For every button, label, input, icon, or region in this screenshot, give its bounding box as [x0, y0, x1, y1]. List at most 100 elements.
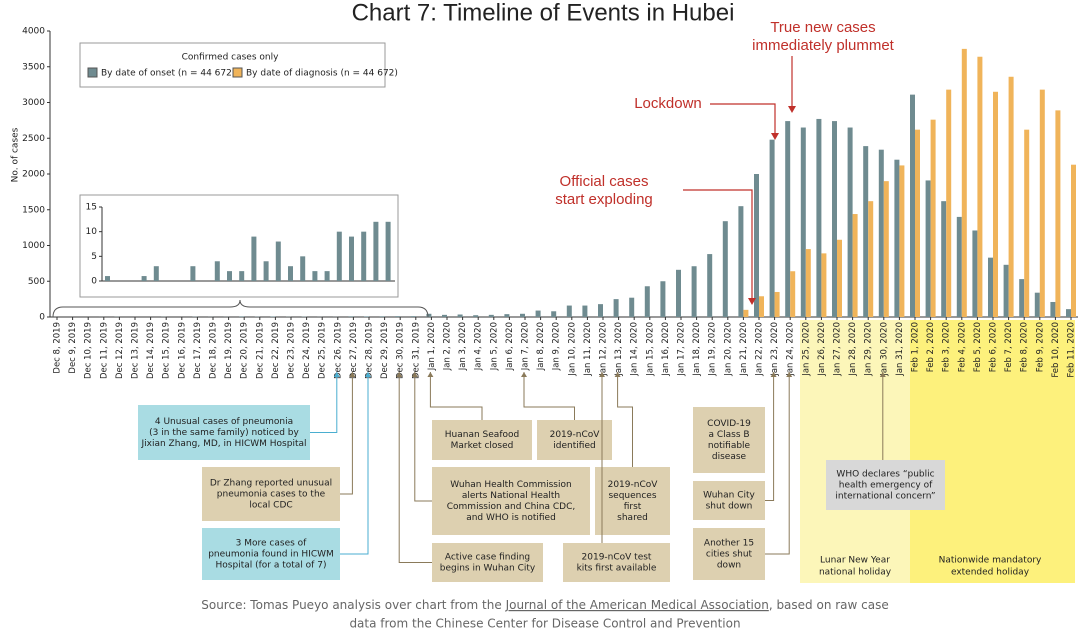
inset-bar [214, 261, 220, 281]
inset-bar [324, 271, 330, 281]
x-tick-label: Dec 13, 2019 [131, 322, 141, 379]
x-tick-label: Dec 10, 2019 [84, 322, 94, 379]
x-tick-label: Jan 25, 2020 [801, 322, 811, 377]
x-tick-label: Jan 26, 2020 [817, 322, 827, 377]
bar [551, 311, 557, 317]
inset-bar [190, 266, 196, 281]
x-tick-label: Feb 1, 2020 [911, 322, 921, 372]
x-tick-label: Dec 29, 2019 [380, 322, 390, 379]
callout: start exploding [555, 191, 653, 208]
arrow-head [771, 133, 779, 140]
inset-bar [153, 266, 159, 281]
bar [660, 281, 666, 317]
event-connector [310, 372, 338, 433]
x-tick-label: Dec 20, 2019 [240, 322, 250, 379]
x-tick-label: Jan 10, 2020 [567, 322, 577, 377]
bar [582, 305, 588, 317]
x-tick-label: Dec 21, 2019 [255, 322, 265, 379]
bar [925, 180, 931, 317]
x-tick-label: Dec 28, 2019 [365, 322, 375, 379]
arrow-head [365, 372, 371, 377]
event-box [432, 543, 543, 582]
period-label: national holiday [819, 568, 892, 578]
x-tick-label: Dec 22, 2019 [271, 322, 281, 379]
x-tick-label: Jan 21, 2020 [739, 322, 749, 377]
event-text: Market closed [451, 441, 514, 451]
event-text: Wuhan Health Commission [450, 480, 571, 490]
bar [956, 216, 962, 317]
inset-bar [251, 236, 257, 281]
inset-y-tick-label: 0 [91, 277, 97, 287]
source-text: Source: Tomas Pueyo analysis over chart … [201, 598, 505, 612]
event-text: (3 in the same family) noticed by [149, 428, 299, 438]
event-box [138, 405, 310, 460]
bar [707, 254, 713, 317]
x-tick-label: Jan 30, 2020 [879, 322, 889, 377]
bar [852, 214, 858, 317]
event-text: Wuhan City [703, 491, 755, 501]
event-connector [429, 372, 483, 420]
event-connector [398, 372, 432, 563]
inset-bar [336, 231, 342, 281]
arrow-head [788, 106, 796, 113]
chart-title: Chart 7: Timeline of Events in Hubei [352, 0, 735, 26]
bar [743, 309, 749, 317]
x-tick-label: Jan 28, 2020 [848, 322, 858, 377]
arrow-head [349, 372, 356, 377]
legend-swatch [232, 67, 243, 78]
x-tick-label: Jan 16, 2020 [661, 322, 671, 377]
x-tick-label: Jan 3, 2020 [458, 322, 468, 371]
event-text: cities shut [706, 550, 753, 560]
event-text: local CDC [249, 501, 292, 511]
x-tick-label: Dec 14, 2019 [146, 322, 156, 379]
event-box [563, 543, 670, 582]
event-box [826, 460, 945, 510]
source-link[interactable]: Journal of the American Medical Associat… [505, 598, 769, 612]
bar [821, 253, 827, 317]
event-text: sequences [608, 491, 656, 501]
x-tick-label: Dec 25, 2019 [318, 322, 328, 379]
event-text: Huanan Seafood [445, 430, 519, 440]
x-tick-label: Dec 9, 2019 [68, 322, 78, 374]
bar [1055, 110, 1061, 318]
x-tick-label: Dec 16, 2019 [177, 322, 187, 379]
x-tick-label: Dec 27, 2019 [349, 322, 359, 379]
bar [1003, 264, 1009, 317]
bar [930, 119, 936, 317]
bar [457, 314, 463, 317]
inset-bar [288, 266, 293, 281]
arrow-head [521, 372, 527, 377]
x-tick-label: Jan 13, 2020 [614, 322, 624, 377]
x-tick-label: Feb 6, 2020 [989, 322, 999, 372]
x-tick-label: Feb 9, 2020 [1035, 322, 1045, 372]
bar [1050, 301, 1056, 317]
callout-arrow [710, 103, 776, 138]
bar [837, 239, 842, 317]
x-tick-label: Dec 30, 2019 [396, 322, 406, 379]
event-connector [765, 372, 790, 555]
bar [894, 159, 900, 317]
bar [613, 299, 619, 317]
bar [1071, 164, 1076, 317]
holiday-band [910, 320, 1075, 583]
bar [722, 221, 728, 317]
arrow-head [333, 372, 340, 377]
inset-bar [227, 271, 232, 281]
event-text: 2019-nCoV [550, 430, 601, 440]
bar [504, 314, 510, 317]
event-text: Another 15 [704, 539, 754, 549]
inset-bar [275, 241, 281, 281]
x-tick-label: Feb 8, 2020 [1020, 322, 1030, 372]
y-tick-label: 1500 [22, 205, 45, 215]
event-box [432, 420, 532, 460]
bar [769, 139, 775, 317]
event-text: notifiable [708, 441, 751, 451]
event-text: pneumonia cases to the [217, 490, 326, 500]
bar [759, 296, 764, 317]
x-tick-label: Jan 17, 2020 [677, 322, 687, 377]
arrow-head [748, 298, 756, 305]
x-tick-label: Dec 11, 2019 [99, 322, 109, 379]
x-tick-label: Dec 15, 2019 [162, 322, 172, 379]
event-text: shut down [706, 502, 753, 512]
bar [816, 118, 822, 317]
